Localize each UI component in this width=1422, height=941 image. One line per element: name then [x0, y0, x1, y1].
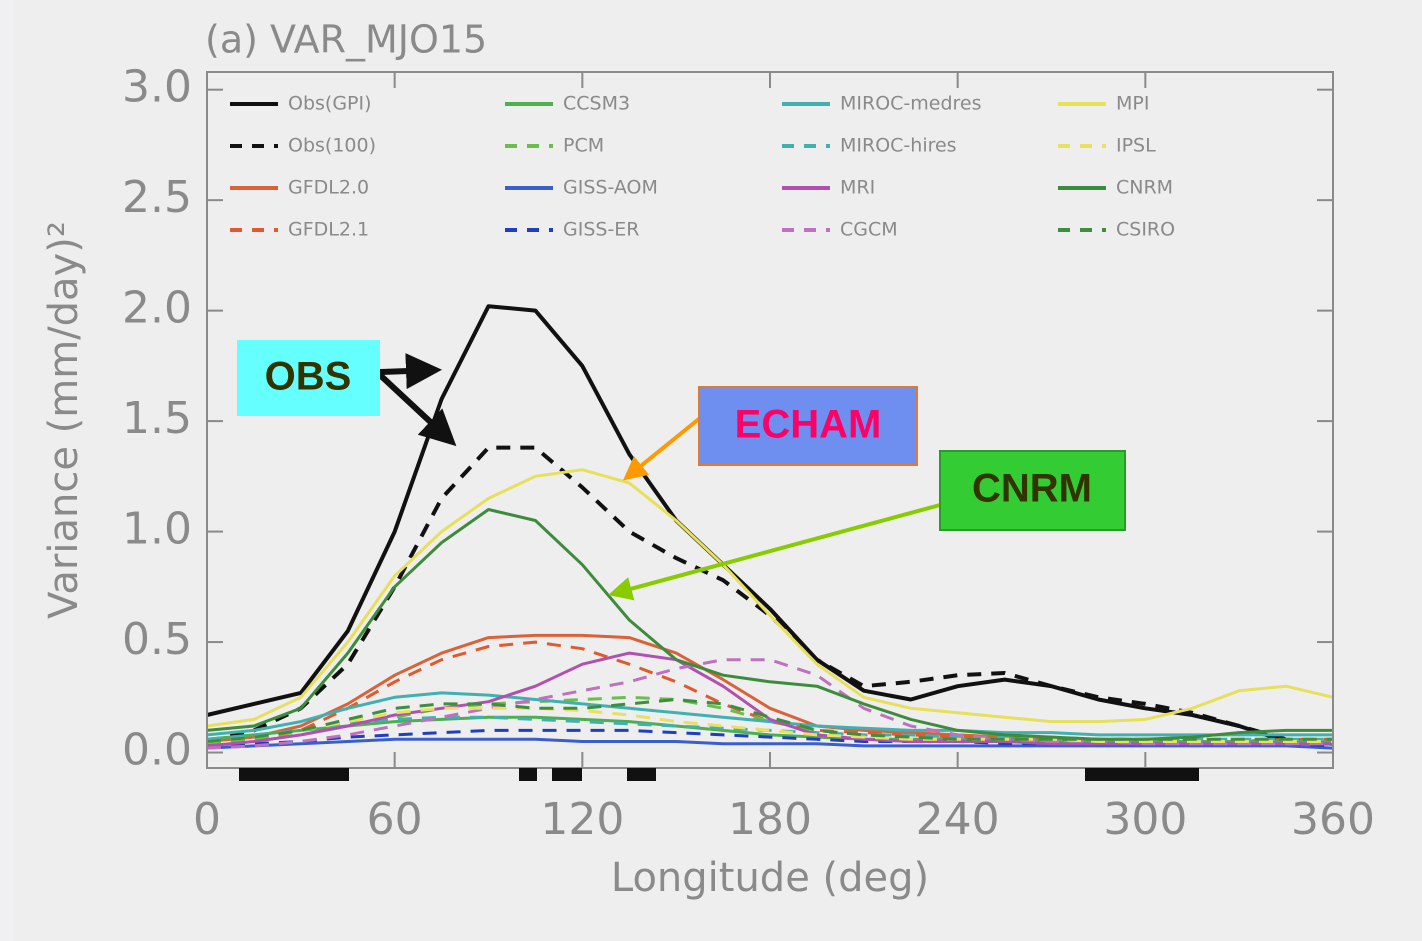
- legend-label: IPSL: [1116, 135, 1156, 157]
- region-bar: [552, 768, 582, 781]
- legend-label: MIROC-hires: [840, 135, 957, 157]
- legend-label: GFDL2.0: [288, 177, 369, 199]
- series-line: [206, 304, 1334, 746]
- legend-label: PCM: [563, 135, 604, 157]
- annotation: ECHAM: [735, 403, 882, 447]
- x-tick-label: 360: [1291, 794, 1375, 845]
- x-tick-label: 240: [916, 794, 1000, 845]
- legend-label: MRI: [840, 177, 875, 199]
- series-line: [206, 698, 1333, 743]
- annotation-arrow: [377, 372, 457, 447]
- series-line: [206, 445, 1334, 746]
- legend-label: GFDL2.1: [288, 219, 369, 241]
- series-line: [206, 706, 1333, 743]
- annotation-box: [939, 450, 1126, 531]
- annotation-arrow: [379, 353, 442, 390]
- annotation: OBS: [265, 355, 352, 399]
- region-bar: [627, 768, 656, 781]
- y-tick-label: 1.0: [122, 504, 192, 555]
- x-tick-label: 180: [728, 794, 812, 845]
- legend-label: CCSM3: [563, 93, 630, 115]
- legend-label: MIROC-medres: [840, 93, 982, 115]
- legend-label: Obs(100): [288, 135, 376, 157]
- region-bar: [519, 768, 537, 781]
- annotation-arrow: [608, 503, 941, 601]
- chart-background: [14, 0, 1422, 941]
- region-bar: [1085, 768, 1199, 781]
- legend-label: CGCM: [840, 219, 898, 241]
- legend-label: Obs(GPI): [288, 93, 372, 115]
- region-bar: [239, 768, 349, 781]
- chart-title: (a) VAR_MJO15: [205, 18, 487, 62]
- x-axis-label: Longitude (deg): [611, 855, 929, 901]
- y-tick-label: 2.0: [122, 283, 192, 334]
- y-tick-label: 3.0: [122, 62, 192, 113]
- legend-label: GISS-ER: [563, 219, 640, 241]
- series-line: [206, 658, 1333, 750]
- annotation-box: [698, 386, 918, 466]
- x-tick-label: 300: [1103, 794, 1187, 845]
- y-tick-label: 1.5: [122, 393, 192, 444]
- plot-area: [206, 304, 1334, 750]
- y-tick-label: 0.0: [122, 725, 192, 776]
- x-tick-label: 60: [367, 794, 423, 845]
- annotation: CNRM: [972, 467, 1092, 511]
- legend-label: GISS-AOM: [563, 177, 658, 199]
- x-tick-label: 0: [193, 794, 221, 845]
- annotation-arrow: [622, 416, 702, 481]
- series-line: [206, 691, 1333, 737]
- series-line: [206, 468, 1334, 728]
- y-tick-label: 2.5: [122, 172, 192, 223]
- series-line: [206, 737, 1334, 750]
- y-axis-label: Variance (mm/day)²: [41, 221, 87, 619]
- y-tick-label: 0.5: [122, 614, 192, 665]
- x-tick-label: 120: [540, 794, 624, 845]
- legend-label: CNRM: [1116, 177, 1173, 199]
- annotation-box: [237, 340, 380, 416]
- legend-label: MPI: [1116, 93, 1149, 115]
- legend-label: CSIRO: [1116, 219, 1175, 241]
- region-bars: [239, 768, 1199, 781]
